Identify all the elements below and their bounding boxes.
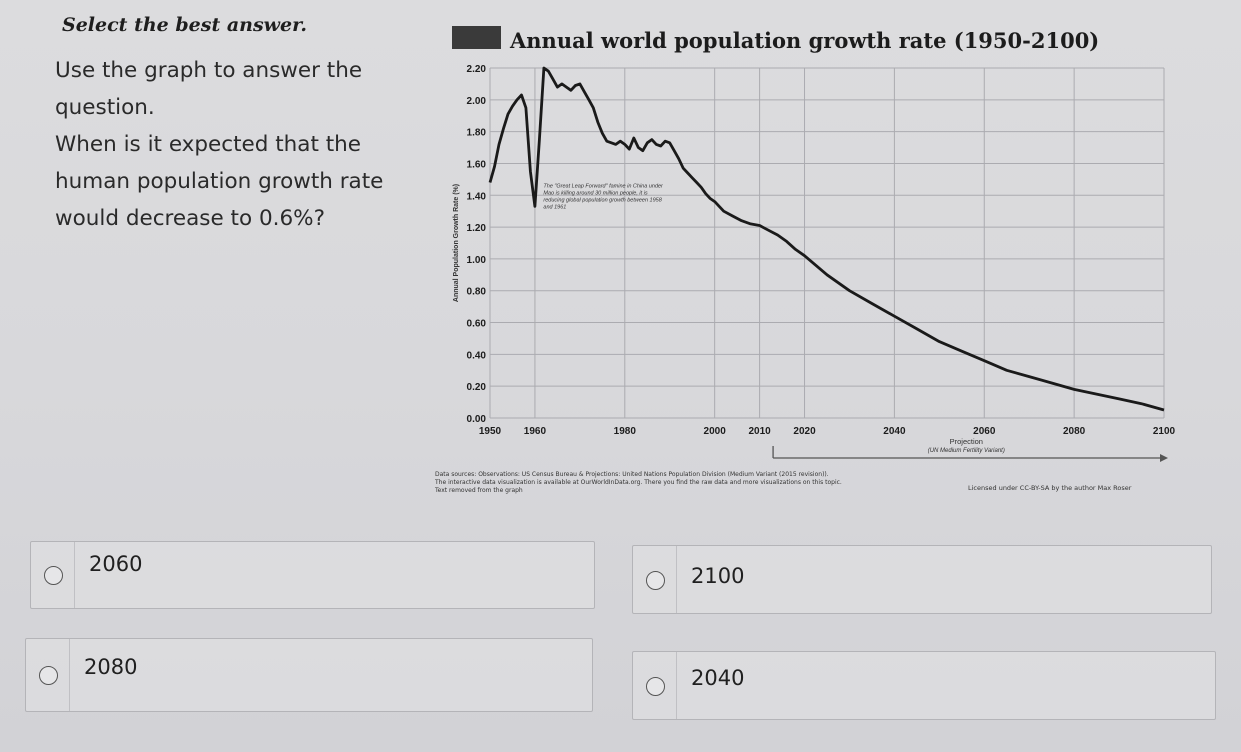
radio-button[interactable] bbox=[39, 666, 58, 685]
projection-sublabel: (UN Medium Fertility Variant) bbox=[928, 448, 1005, 454]
y-tick-label: 0.60 bbox=[467, 319, 487, 330]
radio-button[interactable] bbox=[44, 566, 63, 585]
y-tick-label: 0.80 bbox=[467, 287, 487, 298]
option-label: 2040 bbox=[691, 666, 745, 690]
y-tick-label: 1.00 bbox=[467, 255, 487, 266]
chart-title: Annual world population growth rate (195… bbox=[510, 28, 1100, 53]
x-tick-label: 2020 bbox=[793, 426, 816, 437]
option-divider bbox=[74, 542, 75, 608]
y-tick-label: 1.40 bbox=[467, 191, 487, 202]
y-tick-label: 0.40 bbox=[467, 350, 487, 361]
x-tick-label: 2080 bbox=[1063, 426, 1086, 437]
option-divider bbox=[676, 652, 677, 719]
x-tick-label: 2100 bbox=[1153, 426, 1176, 437]
radio-button[interactable] bbox=[646, 676, 665, 696]
option-divider bbox=[676, 546, 677, 613]
answer-option-2040[interactable]: 2040 bbox=[632, 651, 1216, 720]
x-tick-label: 2060 bbox=[973, 426, 996, 437]
chart-title-marker bbox=[452, 26, 501, 49]
x-tick-label: 2000 bbox=[704, 426, 727, 437]
question-line: When is it expected that the bbox=[55, 132, 362, 157]
y-tick-label: 1.80 bbox=[467, 128, 487, 139]
question-line: question. bbox=[55, 95, 155, 120]
option-label: 2080 bbox=[84, 655, 138, 679]
radio-button[interactable] bbox=[646, 570, 665, 590]
source-line: Text removed from the graph bbox=[435, 487, 523, 494]
population-growth-chart: 0.00 0.20 0.40 0.60 0.80 1.00 1.20 1.40 1.60 1.80… bbox=[453, 64, 1176, 462]
x-tick-label: 2040 bbox=[883, 426, 906, 437]
source-line: The interactive data visualization is av… bbox=[435, 479, 842, 486]
answer-option-2080[interactable]: 2080 bbox=[25, 638, 593, 712]
license-note: Licensed under CC-BY-SA by the author Ma… bbox=[968, 484, 1132, 492]
y-tick-label: 0.20 bbox=[467, 382, 487, 393]
x-tick-label: 1960 bbox=[524, 426, 547, 437]
projection-label: Projection bbox=[950, 437, 983, 446]
annotation-line: reducing global population growth betwee… bbox=[543, 197, 662, 203]
answer-option-2100[interactable]: 2100 bbox=[632, 545, 1212, 614]
annotation-line: and 1961 bbox=[543, 204, 566, 210]
y-tick-label: 1.20 bbox=[467, 223, 487, 234]
y-tick-label: 0.00 bbox=[467, 414, 487, 425]
y-tick-label: 2.20 bbox=[467, 64, 487, 75]
option-label: 2060 bbox=[89, 552, 143, 576]
x-tick-label: 2010 bbox=[748, 426, 771, 437]
option-label: 2100 bbox=[691, 564, 745, 588]
y-axis-label: Annual Population Growth Rate (%) bbox=[453, 184, 460, 302]
question-line: would decrease to 0.6%? bbox=[55, 206, 325, 231]
source-line: Data sources: Observations: US Census Bu… bbox=[435, 471, 829, 478]
instruction-text: Select the best answer. bbox=[62, 14, 307, 36]
y-tick-label: 1.60 bbox=[467, 159, 487, 170]
question-line: Use the graph to answer the bbox=[55, 58, 363, 83]
projection-arrow-head bbox=[1160, 454, 1168, 462]
annotation-line: The "Great Leap Forward" famine in China… bbox=[543, 183, 664, 189]
y-tick-label: 2.00 bbox=[467, 96, 487, 107]
question-line: human population growth rate bbox=[55, 169, 384, 194]
x-tick-label: 1980 bbox=[614, 426, 637, 437]
option-divider bbox=[69, 639, 70, 711]
source-note: Data sources: Observations: US Census Bu… bbox=[435, 471, 842, 495]
answer-option-2060[interactable]: 2060 bbox=[30, 541, 595, 609]
x-tick-label: 1950 bbox=[479, 426, 502, 437]
question-text: Use the graph to answer the question. Wh… bbox=[55, 52, 415, 237]
annotation-line: Mao is killing around 30 million people,… bbox=[543, 190, 647, 196]
growth-rate-line bbox=[488, 66, 1165, 412]
